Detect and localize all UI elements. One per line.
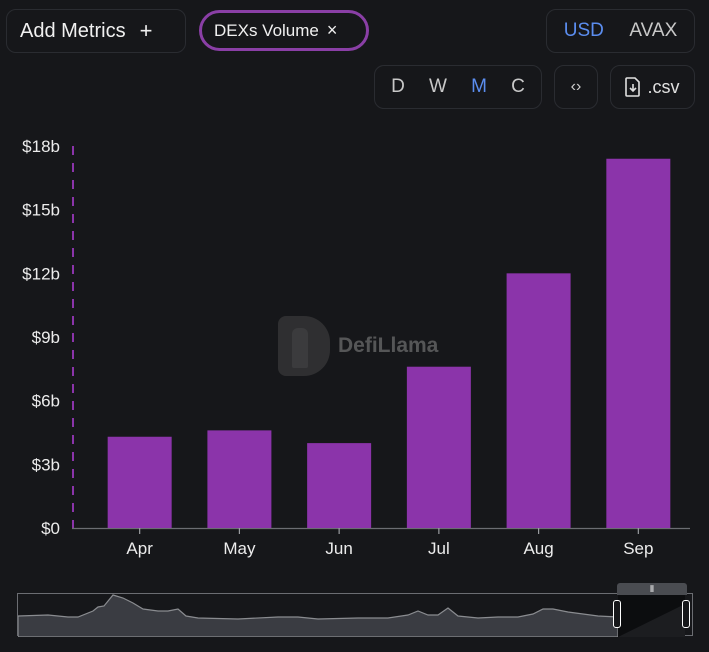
brush-drag-handle[interactable]: ⦀ [617,583,687,595]
period-toggle: D W M C [374,65,542,109]
defillama-watermark: DefiLlama [278,316,438,376]
y-tick-label: $0 [41,519,60,538]
x-tick-label: Jun [325,539,352,558]
plus-icon: + [139,18,153,43]
currency-toggle: USD AVAX [546,9,695,53]
code-icon: ‹› [570,78,582,95]
grip-icon: ⦀ [650,584,654,594]
y-tick-label: $3b [32,455,60,474]
bar-jun[interactable] [307,443,372,528]
add-metrics-label: Add Metrics [20,19,126,42]
x-tick-label: May [223,539,256,558]
y-tick-label: $12b [22,264,60,283]
currency-option-usd[interactable]: USD [563,20,604,41]
period-option-cumulative[interactable]: C [511,76,525,97]
y-tick-label: $9b [32,328,60,347]
y-tick-label: $15b [22,201,60,220]
period-option-weekly[interactable]: W [429,76,447,97]
x-tick-label: Jul [428,539,450,558]
bar-jul[interactable] [406,366,471,528]
period-option-daily[interactable]: D [391,76,405,97]
time-range-brush[interactable] [17,593,693,638]
metric-chip-label: DEXs Volume [214,20,319,40]
x-tick-label: Sep [623,539,653,558]
y-tick-label: $6b [32,392,60,411]
x-tick-label: Apr [126,539,153,558]
brush-overview-area [17,594,685,638]
add-metrics-button[interactable]: Add Metrics + [6,9,186,53]
watermark-text: DefiLlama [338,334,439,357]
brush-handle-right[interactable] [682,600,690,628]
bar-may[interactable] [207,430,272,528]
download-csv-button[interactable]: .csv [610,65,695,109]
currency-option-avax[interactable]: AVAX [629,20,678,41]
x-tick-label: Aug [523,539,553,558]
bar-sep[interactable] [606,158,671,528]
close-icon[interactable]: × [326,20,338,40]
file-download-icon [625,77,641,97]
bar-chart: $0 $3b $6b $9b $12b $15b $18b Apr May Jun Jul Aug S… [22,137,690,558]
metric-chip-dexs-volume: DEXs Volume × [199,10,369,51]
embed-button[interactable]: ‹› [554,65,598,109]
y-tick-label: $18b [22,137,60,156]
brush-handle-left[interactable] [613,600,621,628]
period-option-monthly[interactable]: M [471,76,487,97]
csv-label: .csv [647,76,680,97]
bar-apr[interactable] [107,436,172,528]
bar-aug[interactable] [506,273,571,528]
llama-logo-icon [278,316,330,376]
